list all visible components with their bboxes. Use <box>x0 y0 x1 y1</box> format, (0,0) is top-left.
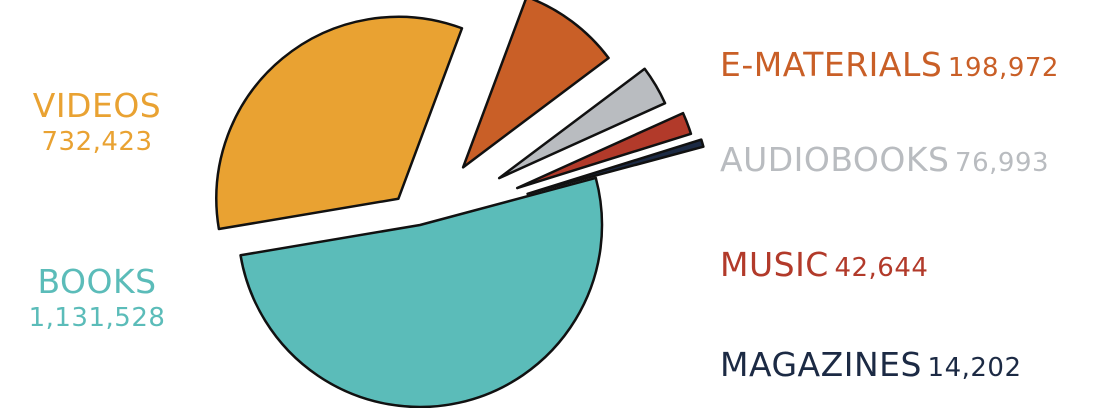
pie-slice-books <box>239 176 604 409</box>
pie-slice-audiobooks <box>497 67 667 180</box>
pie-slice-videos <box>215 15 464 231</box>
label-music-value: 42,644 <box>834 253 929 283</box>
pie-slice-music <box>515 111 693 190</box>
label-magazines: MAGAZINES 14,202 <box>720 345 1022 384</box>
label-videos-value: 732,423 <box>41 127 153 157</box>
pie-slice-magazines <box>526 138 705 196</box>
pie-slice-e-materials <box>461 0 610 169</box>
label-books: BOOKS 1,131,528 <box>12 262 182 333</box>
label-e-materials: E-MATERIALS 198,972 <box>720 45 1059 84</box>
label-magazines-name: MAGAZINES <box>720 345 922 384</box>
label-audiobooks-value: 76,993 <box>955 148 1050 178</box>
label-music: MUSIC 42,644 <box>720 245 928 284</box>
label-audiobooks: AUDIOBOOKS 76,993 <box>720 140 1049 179</box>
label-videos-name: VIDEOS <box>32 86 162 125</box>
label-e-materials-value: 198,972 <box>947 53 1059 83</box>
label-e-materials-name: E-MATERIALS <box>720 45 943 84</box>
label-videos: VIDEOS 732,423 <box>12 86 182 157</box>
label-books-name: BOOKS <box>37 262 157 301</box>
label-music-name: MUSIC <box>720 245 829 284</box>
label-audiobooks-name: AUDIOBOOKS <box>720 140 950 179</box>
label-magazines-value: 14,202 <box>927 353 1022 383</box>
label-books-value: 1,131,528 <box>28 303 166 333</box>
